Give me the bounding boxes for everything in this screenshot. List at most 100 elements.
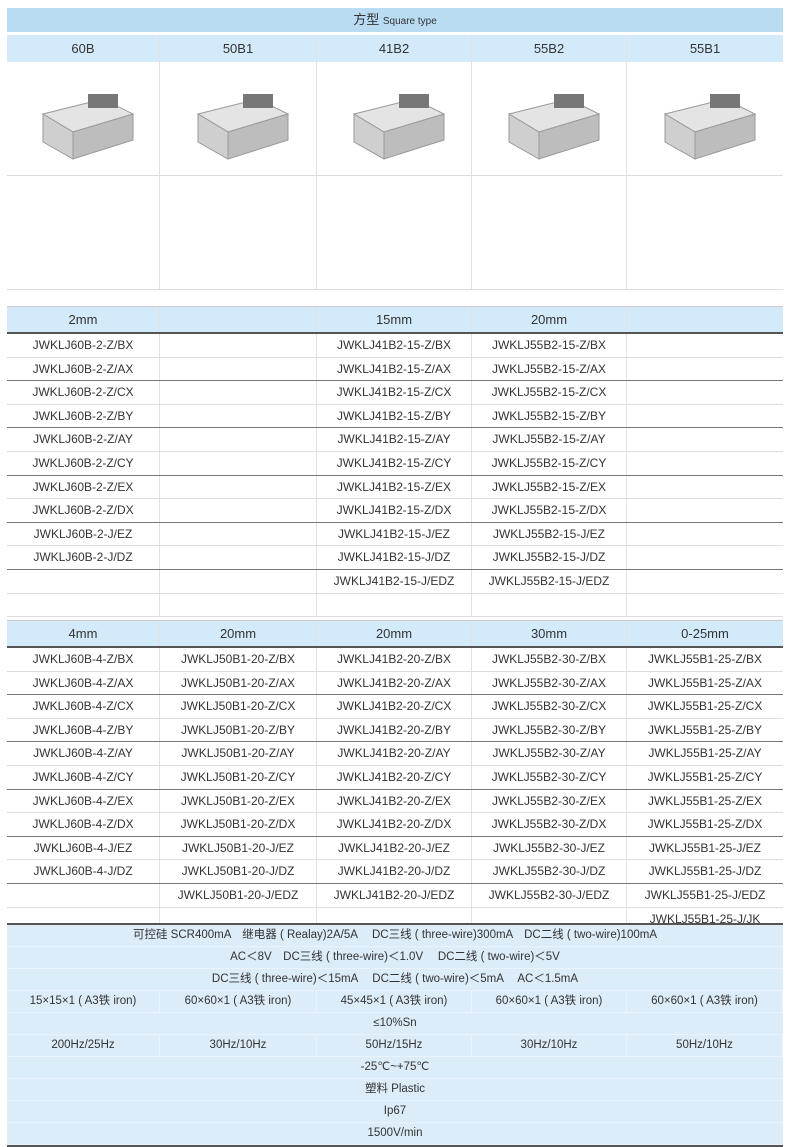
range-label: 20mm bbox=[160, 621, 317, 646]
model-number: JWKLJ55B1-25-Z/EX bbox=[647, 793, 763, 808]
table-row: JWKLJ60B-4-J/EZ JWKLJ50B1-20-J/EZ JWKLJ41B… bbox=[7, 836, 783, 861]
model-number bbox=[160, 499, 317, 522]
range-header: 4mm 20mm 20mm 30mm 0-25mm bbox=[7, 621, 783, 648]
model-number bbox=[627, 546, 783, 569]
table-row: JWKLJ60B-4-Z/CX JWKLJ50B1-20-Z/CX JWKLJ41B… bbox=[7, 695, 783, 719]
model-number bbox=[160, 569, 317, 593]
model-number: JWKLJ50B1-20-Z/EX bbox=[160, 789, 317, 813]
title-cn: 方型 bbox=[353, 12, 380, 27]
table-row: JWKLJ60B-4-Z/AY JWKLJ50B1-20-Z/AY JWKLJ41B… bbox=[7, 742, 783, 766]
model-number: JWKLJ55B1-25-J/JK bbox=[649, 911, 761, 926]
spec-row: ≤10%Sn bbox=[7, 1013, 783, 1035]
model-number bbox=[160, 475, 317, 499]
range-label: 15mm bbox=[317, 307, 472, 332]
model-number: JWKLJ41B2-20-Z/CY bbox=[317, 765, 472, 789]
model-number: JWKLJ55B1-25-Z/AY bbox=[648, 746, 762, 761]
model-number: JWKLJ55B1-25-Z/AX bbox=[647, 675, 763, 690]
model-number bbox=[627, 334, 783, 357]
model-number bbox=[627, 452, 783, 475]
model-number bbox=[7, 593, 160, 617]
model-number bbox=[160, 451, 317, 475]
model-number: JWKLJ55B2-30-Z/CY bbox=[472, 765, 627, 789]
model-number: JWKLJ41B2-20-Z/BX bbox=[317, 648, 472, 671]
model-number bbox=[7, 883, 160, 907]
spec-value: 45×45×1 ( A3铁 iron) bbox=[317, 991, 472, 1012]
model-number: JWKLJ60B-2-Z/BY bbox=[7, 404, 160, 428]
model-number: JWKLJ60B-4-J/DZ bbox=[7, 860, 160, 883]
model-number bbox=[160, 428, 317, 451]
model-number bbox=[160, 546, 317, 569]
model-number: JWKLJ41B2-15-Z/AY bbox=[317, 428, 472, 451]
spec-row: 200Hz/25Hz 30Hz/10Hz 50Hz/15Hz 30Hz/10Hz 50H… bbox=[7, 1035, 783, 1057]
model-number: JWKLJ55B2-30-Z/BY bbox=[472, 718, 627, 742]
model-number: JWKLJ55B1-25-Z/BX bbox=[647, 652, 763, 666]
table-row: JWKLJ60B-2-Z/BX JWKLJ41B2-15-Z/BX JWKLJ55B… bbox=[7, 334, 783, 358]
model-number: JWKLJ60B-4-J/EZ bbox=[7, 836, 160, 860]
model-number: JWKLJ60B-4-Z/CX bbox=[7, 695, 160, 718]
model-number: JWKLJ41B2-20-Z/AX bbox=[317, 671, 472, 695]
spec-value: 30Hz/10Hz bbox=[160, 1035, 317, 1056]
table-row: JWKLJ60B-2-Z/CX JWKLJ41B2-15-Z/CX JWKLJ55B… bbox=[7, 381, 783, 405]
empty-cell bbox=[160, 176, 317, 289]
section-title: 方型 Square type bbox=[7, 8, 783, 32]
model-number: JWKLJ41B2-15-Z/DX bbox=[317, 499, 472, 522]
table-row: JWKLJ60B-2-Z/CY JWKLJ41B2-15-Z/CY JWKLJ55B… bbox=[7, 451, 783, 476]
spec-row: AC＜8V DC三线 ( three-wire)＜1.0V DC二线 ( two… bbox=[7, 947, 783, 969]
model-number: JWKLJ55B2-30-J/EZ bbox=[472, 836, 627, 860]
table-row: JWKLJ60B-2-J/DZ JWKLJ41B2-15-J/DZ JWKLJ55B… bbox=[7, 546, 783, 570]
model-number: JWKLJ55B2-30-Z/BX bbox=[472, 648, 627, 671]
model-number: JWKLJ41B2-20-Z/BY bbox=[317, 718, 472, 742]
model-number bbox=[627, 594, 783, 617]
model-number: JWKLJ60B-4-Z/CY bbox=[7, 765, 160, 789]
spec-row: DC三线 ( three-wire)＜15mA DC二线 ( two-wire)… bbox=[7, 969, 783, 991]
spec-row: 可控硅 SCR400mA 继电器 ( Realay)2A/5A DC三线 ( t… bbox=[7, 925, 783, 947]
model-number bbox=[7, 907, 160, 931]
model-number: JWKLJ41B2-15-Z/AX bbox=[317, 357, 472, 381]
table-row: JWKLJ60B-2-Z/AY JWKLJ41B2-15-Z/AY JWKLJ55B… bbox=[7, 428, 783, 452]
model-number: JWKLJ60B-4-Z/EX bbox=[7, 789, 160, 813]
model-number: JWKLJ41B2-20-Z/CX bbox=[317, 695, 472, 718]
spec-row: 塑料 Plastic bbox=[7, 1079, 783, 1101]
model-label: 41B2 bbox=[317, 35, 472, 62]
model-number: JWKLJ60B-2-Z/CX bbox=[7, 381, 160, 404]
model-number: JWKLJ55B2-30-Z/AY bbox=[472, 742, 627, 765]
product-images bbox=[7, 62, 783, 176]
model-number: JWKLJ50B1-20-Z/BY bbox=[160, 718, 317, 742]
model-number: JWKLJ50B1-20-Z/AY bbox=[160, 742, 317, 765]
table-row: JWKLJ41B2-15-J/EDZ JWKLJ55B2-15-J/EDZ bbox=[7, 569, 783, 594]
spec-row: 15×15×1 ( A3铁 iron) 60×60×1 ( A3铁 iron) 45… bbox=[7, 991, 783, 1013]
model-number: JWKLJ41B2-15-Z/BX bbox=[317, 334, 472, 357]
spec-value: 60×60×1 ( A3铁 iron) bbox=[472, 991, 627, 1012]
model-number bbox=[627, 405, 783, 428]
model-number: JWKLJ55B1-25-J/EDZ bbox=[644, 887, 766, 902]
model-number: JWKLJ50B1-20-Z/AX bbox=[160, 671, 317, 695]
model-number: JWKLJ41B2-20-Z/AY bbox=[317, 742, 472, 765]
model-number: JWKLJ60B-4-Z/AY bbox=[7, 742, 160, 765]
table-row: JWKLJ60B-2-Z/AX JWKLJ41B2-15-Z/AX JWKLJ55B… bbox=[7, 357, 783, 382]
sensor-image bbox=[627, 62, 783, 175]
sensor-image bbox=[160, 62, 317, 175]
model-number: JWKLJ60B-2-Z/CY bbox=[7, 451, 160, 475]
table-row: JWKLJ60B-4-Z/CY JWKLJ50B1-20-Z/CY JWKLJ41B… bbox=[7, 765, 783, 790]
model-number: JWKLJ60B-2-Z/EX bbox=[7, 475, 160, 499]
model-number: JWKLJ55B1-25-Z/CX bbox=[647, 699, 763, 714]
model-number bbox=[627, 381, 783, 404]
range-label: 20mm bbox=[317, 621, 472, 646]
sensor-image bbox=[7, 62, 160, 175]
range-label: 20mm bbox=[472, 307, 627, 332]
model-number: JWKLJ60B-2-J/EZ bbox=[7, 522, 160, 546]
model-number: JWKLJ41B2-20-Z/DX bbox=[317, 813, 472, 836]
title-en: Square type bbox=[382, 16, 437, 27]
model-label: 55B1 bbox=[689, 41, 721, 56]
model-number: JWKLJ55B2-15-Z/CX bbox=[472, 381, 627, 404]
model-number: JWKLJ55B2-30-Z/EX bbox=[472, 789, 627, 813]
model-number: JWKLJ55B2-15-Z/AX bbox=[472, 357, 627, 381]
model-number: JWKLJ55B2-15-Z/AY bbox=[472, 428, 627, 451]
model-number: JWKLJ55B2-15-J/DZ bbox=[472, 546, 627, 569]
model-number bbox=[627, 499, 783, 522]
spec-value: 200Hz/25Hz bbox=[7, 1035, 160, 1056]
range-label: 30mm bbox=[472, 621, 627, 646]
sensor-drawing-icon bbox=[663, 93, 757, 160]
model-number: JWKLJ41B2-15-Z/EX bbox=[317, 475, 472, 499]
model-number bbox=[160, 357, 317, 381]
